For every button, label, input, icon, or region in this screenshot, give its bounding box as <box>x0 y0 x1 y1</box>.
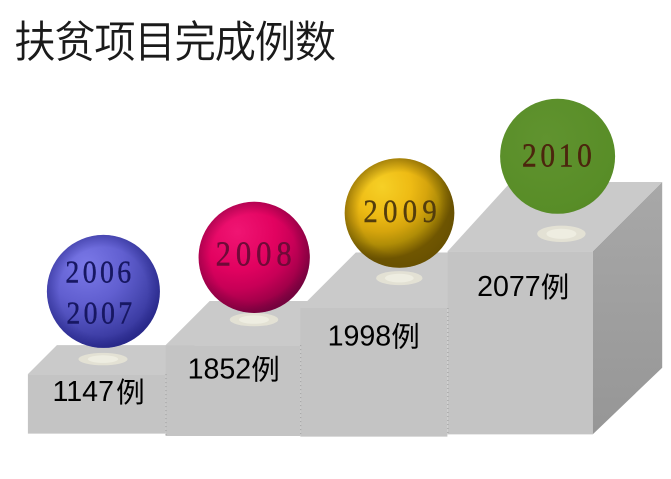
svg-text:2077: 2077 <box>477 271 541 303</box>
svg-text:1998: 1998 <box>328 321 392 353</box>
svg-text:1852: 1852 <box>188 353 252 385</box>
svg-text:1147: 1147 <box>53 376 115 408</box>
